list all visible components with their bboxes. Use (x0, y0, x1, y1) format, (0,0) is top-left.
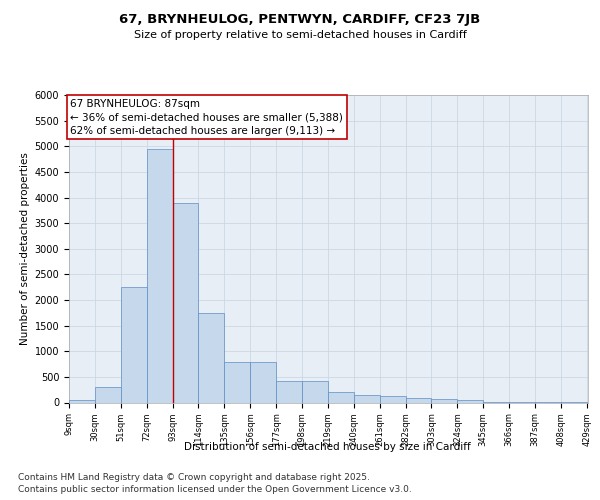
Text: 67, BRYNHEULOG, PENTWYN, CARDIFF, CF23 7JB: 67, BRYNHEULOG, PENTWYN, CARDIFF, CF23 7… (119, 12, 481, 26)
Bar (95, 387, 121, 402)
Bar (406, 398, 431, 402)
Bar (354, 395, 380, 402)
Y-axis label: Number of semi-detached properties: Number of semi-detached properties (20, 152, 31, 345)
Bar (431, 400, 457, 402)
Bar (250, 362, 276, 403)
Bar (380, 396, 406, 402)
Text: Size of property relative to semi-detached houses in Cardiff: Size of property relative to semi-detach… (134, 30, 466, 40)
Bar (69, 400, 95, 402)
Text: Contains HM Land Registry data © Crown copyright and database right 2025.: Contains HM Land Registry data © Crown c… (18, 472, 370, 482)
Text: 67 BRYNHEULOG: 87sqm
← 36% of semi-detached houses are smaller (5,388)
62% of se: 67 BRYNHEULOG: 87sqm ← 36% of semi-detac… (70, 99, 343, 136)
Bar (173, 202, 199, 402)
Bar (224, 362, 250, 403)
Bar (457, 400, 483, 402)
Text: Distribution of semi-detached houses by size in Cardiff: Distribution of semi-detached houses by … (184, 442, 470, 452)
Bar (199, 313, 224, 402)
Bar (276, 381, 302, 402)
Bar (146, 149, 173, 403)
Bar (328, 392, 354, 402)
Text: Contains public sector information licensed under the Open Government Licence v3: Contains public sector information licen… (18, 485, 412, 494)
Bar (302, 381, 328, 402)
Bar (121, 287, 146, 403)
